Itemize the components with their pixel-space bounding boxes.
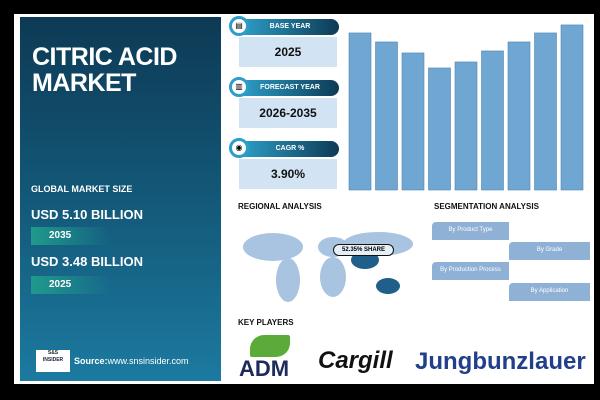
share-callout: 52.35% SHARE bbox=[333, 244, 395, 256]
segment-production-process: By Production Process bbox=[432, 262, 509, 280]
segment-product-type: By Product Type bbox=[432, 222, 509, 240]
summary-panel bbox=[20, 17, 221, 381]
bar-4 bbox=[428, 67, 451, 191]
bar-3 bbox=[401, 52, 425, 191]
cagr-value: 3.90% bbox=[239, 159, 337, 189]
page-title: CITRIC ACID MARKET bbox=[32, 43, 177, 97]
chart-icon: ▥ bbox=[229, 77, 249, 97]
bar-8 bbox=[534, 32, 557, 191]
adm-leaf-icon bbox=[250, 335, 290, 357]
player-adm: ADM bbox=[239, 356, 290, 381]
source-url[interactable]: www.snsinsider.com bbox=[107, 356, 189, 366]
market-value-2035: USD 5.10 BILLION bbox=[31, 207, 143, 222]
bar-5 bbox=[454, 61, 478, 191]
bar-chart bbox=[348, 24, 584, 191]
player-jungbunzlauer: Jungbunzlauer bbox=[415, 348, 586, 375]
segment-grade: By Grade bbox=[509, 242, 590, 260]
player-cargill: Cargill bbox=[318, 347, 393, 374]
sns-insider-logo: S&S INSIDER bbox=[36, 350, 70, 372]
base-year-label: BASE YEAR bbox=[241, 19, 339, 35]
cagr-card: ◉ CAGR % 3.90% bbox=[229, 138, 339, 189]
bar-2 bbox=[375, 41, 398, 191]
key-players-heading: KEY PLAYERS bbox=[238, 318, 294, 327]
document-icon: ▤ bbox=[229, 16, 249, 36]
base-year-value: 2025 bbox=[239, 37, 337, 67]
global-market-size-label: GLOBAL MARKET SIZE bbox=[31, 184, 133, 194]
source-label: Source: bbox=[74, 356, 108, 366]
bar-7 bbox=[507, 41, 531, 191]
bar-9 bbox=[560, 24, 584, 191]
world-map bbox=[243, 232, 413, 302]
market-year-2035: 2035 bbox=[31, 227, 111, 245]
forecast-year-label: FORECAST YEAR bbox=[241, 80, 339, 96]
source: S&S INSIDER Source: www.snsinsider.com bbox=[36, 350, 189, 372]
market-year-2025: 2025 bbox=[31, 276, 111, 294]
cagr-label: CAGR % bbox=[241, 141, 339, 157]
segment-application: By Application bbox=[509, 283, 590, 301]
growth-icon: ◉ bbox=[229, 138, 249, 158]
regional-heading: REGIONAL ANALYSIS bbox=[238, 202, 322, 211]
segmentation-heading: SEGMENTATION ANALYSIS bbox=[434, 202, 539, 211]
bar-1 bbox=[348, 32, 372, 191]
forecast-year-value: 2026-2035 bbox=[239, 98, 337, 128]
forecast-year-card: ▥ FORECAST YEAR 2026-2035 bbox=[229, 77, 339, 128]
base-year-card: ▤ BASE YEAR 2025 bbox=[229, 16, 339, 67]
bar-6 bbox=[481, 50, 504, 191]
market-value-2025: USD 3.48 BILLION bbox=[31, 254, 143, 269]
